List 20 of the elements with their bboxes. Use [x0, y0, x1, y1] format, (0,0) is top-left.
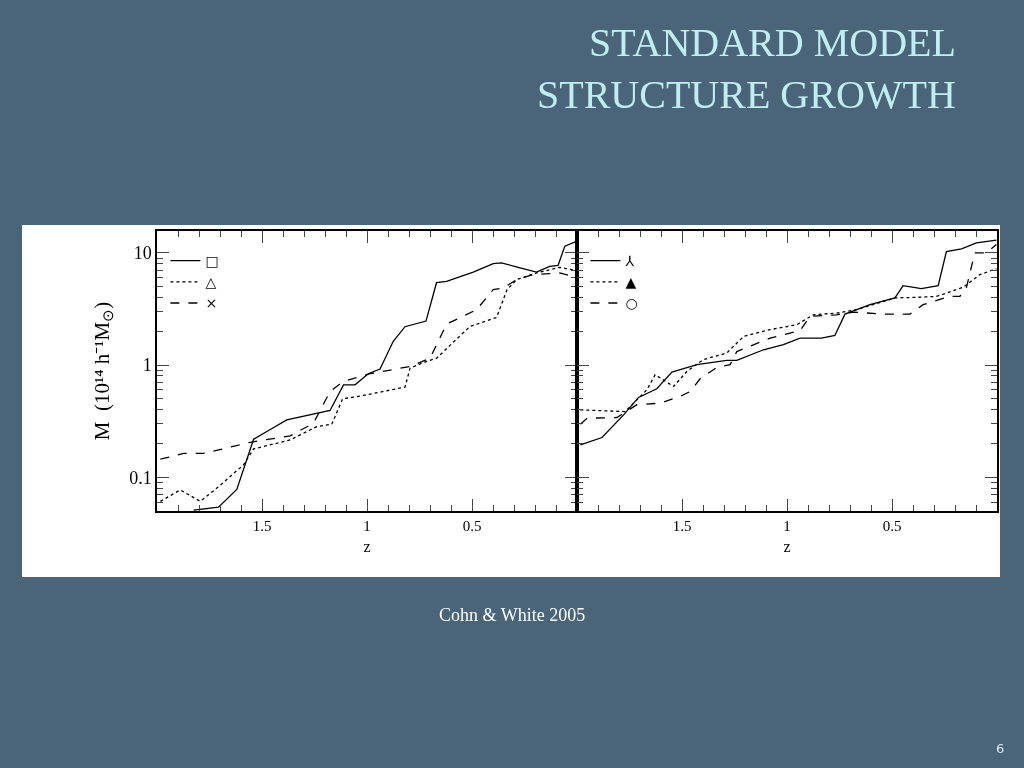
y-tick-label: 0.1: [129, 467, 152, 488]
text: Cohn & White 2005: [439, 605, 586, 625]
text: 6: [996, 741, 1005, 756]
legend-label: □: [205, 253, 219, 270]
legend-label: ×: [205, 295, 218, 312]
x-axis-title: z: [783, 537, 791, 555]
x-tick-label: 0.5: [462, 517, 482, 534]
legend-label: ○: [625, 295, 638, 312]
y-tick-label: 1: [142, 355, 152, 376]
legend-label: ▲: [625, 274, 637, 291]
x-tick-label: 1.5: [252, 517, 272, 534]
legend-label: ⅄: [624, 253, 635, 270]
x-tick-label: 1.5: [672, 517, 692, 534]
x-tick-label: 0.5: [882, 517, 902, 534]
legend-label: △: [205, 274, 217, 291]
x-axis-title: z: [363, 537, 371, 555]
y-tick-label: 10: [133, 243, 152, 264]
chart-title: STANDARD MODEL STRUCTURE GROWTH: [537, 20, 956, 117]
x-tick-label: 1: [363, 517, 371, 534]
x-tick-label: 1: [783, 517, 791, 534]
